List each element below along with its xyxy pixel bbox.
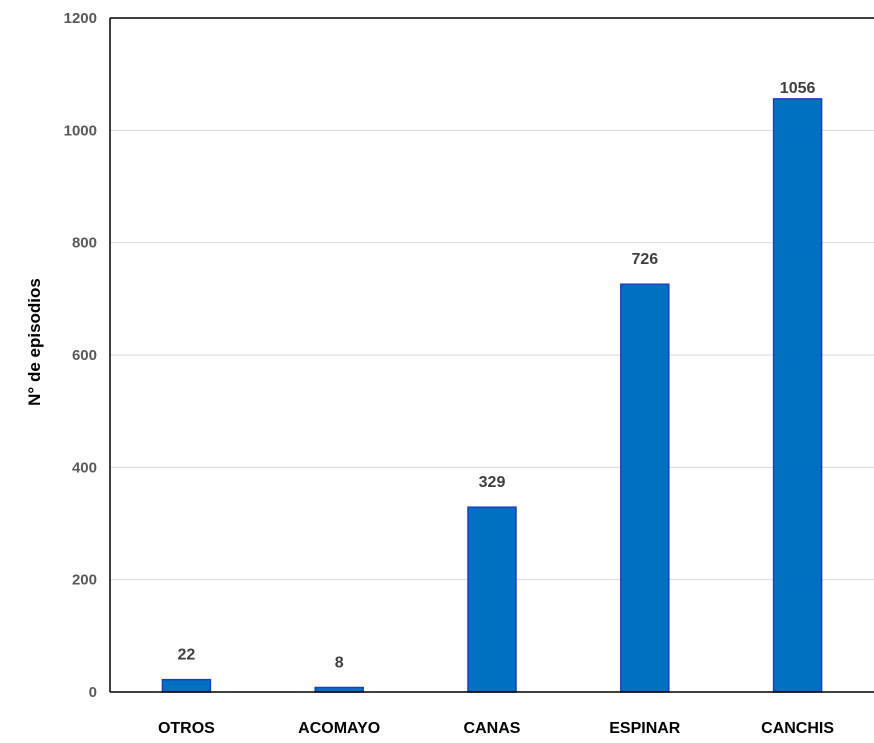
x-category-label: CANCHIS [761,720,834,737]
y-tick-label: 1000 [64,122,97,139]
x-category-label: ACOMAYO [298,720,380,737]
y-tick-label: 1200 [64,10,97,27]
bars [161,98,823,693]
bar-otros [161,678,212,693]
y-tick-labels: 0 200 400 600 800 1000 1200 [64,10,97,701]
axes [109,17,874,693]
x-category-label: CANAS [464,720,521,737]
y-tick-label: 800 [72,235,97,252]
data-label: 329 [479,474,506,491]
y-tick-label: 200 [72,572,97,589]
data-label: 1056 [780,80,816,97]
bar-canas [467,506,517,693]
bar-espinar [620,283,670,693]
x-category-label: OTROS [158,720,215,737]
y-tick-label: 400 [72,459,97,476]
y-tick-label: 0 [89,684,97,701]
data-label: 8 [335,655,344,672]
y-axis-title: N° de episodios [25,278,44,406]
y-tick-label: 600 [72,347,97,364]
x-category-labels: OTROS ACOMAYO CANAS ESPINAR CANCHIS [158,720,834,737]
data-labels: 22 8 329 726 1056 [178,80,816,672]
gridlines [110,129,874,581]
x-category-label: ESPINAR [609,720,681,737]
data-label: 726 [631,251,658,268]
bar-canchis [772,98,823,693]
data-label: 22 [178,647,196,664]
